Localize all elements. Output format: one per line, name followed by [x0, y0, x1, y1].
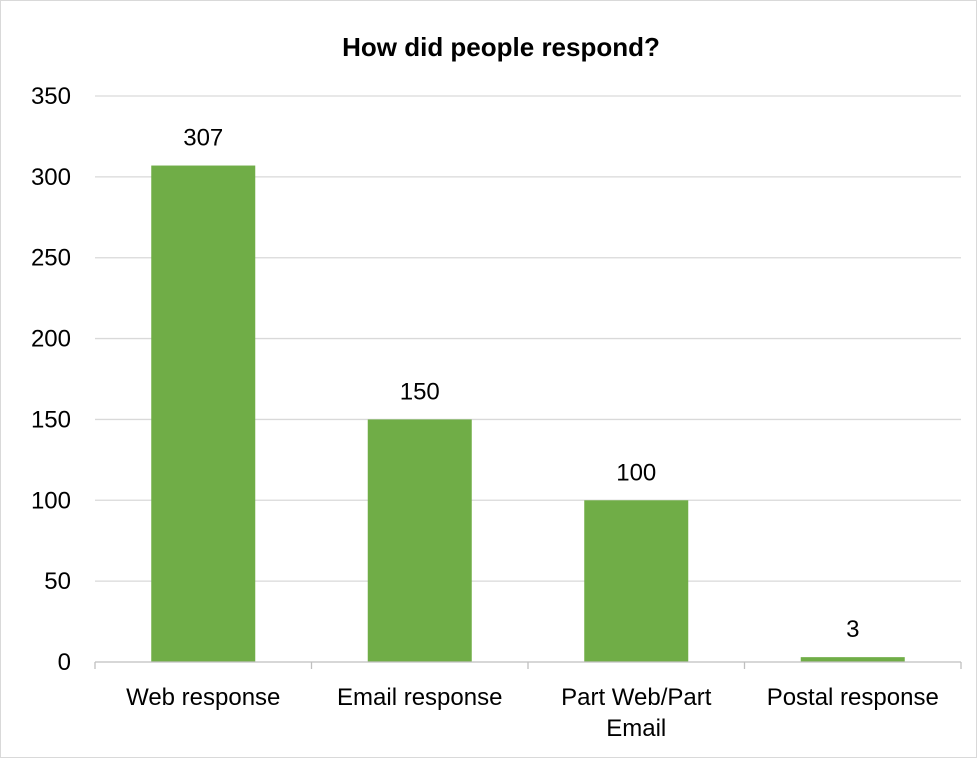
bar [367, 419, 472, 662]
x-tick-label: Part Web/Part [561, 684, 712, 711]
y-tick-label: 350 [31, 83, 71, 110]
y-tick-label: 300 [31, 164, 71, 191]
y-tick-label: 50 [44, 568, 71, 595]
x-tick-label: Postal response [767, 684, 939, 711]
bar [151, 165, 256, 662]
category-labels: Web response Email response Part Web/Part E… [126, 684, 939, 742]
y-tick-label: 150 [31, 406, 71, 433]
y-tick-label: 100 [31, 487, 71, 514]
y-tick-label: 0 [58, 649, 71, 676]
y-tick-label: 250 [31, 245, 71, 272]
chart-title: How did people respond? [342, 32, 660, 62]
data-label: 100 [616, 459, 656, 486]
data-labels: 307 150 100 3 [183, 125, 859, 644]
y-axis-tick-labels: 0 50 100 150 200 250 300 350 [31, 83, 71, 676]
x-axis [94, 661, 962, 669]
data-label: 307 [183, 125, 223, 152]
data-label: 150 [400, 378, 440, 405]
bars [151, 165, 905, 662]
bar [584, 500, 689, 662]
bar [800, 657, 905, 662]
data-label: 3 [846, 616, 859, 643]
y-tick-label: 200 [31, 326, 71, 353]
x-tick-label: Email [606, 715, 666, 742]
x-tick-label: Email response [337, 684, 502, 711]
x-tick-label: Web response [126, 684, 280, 711]
